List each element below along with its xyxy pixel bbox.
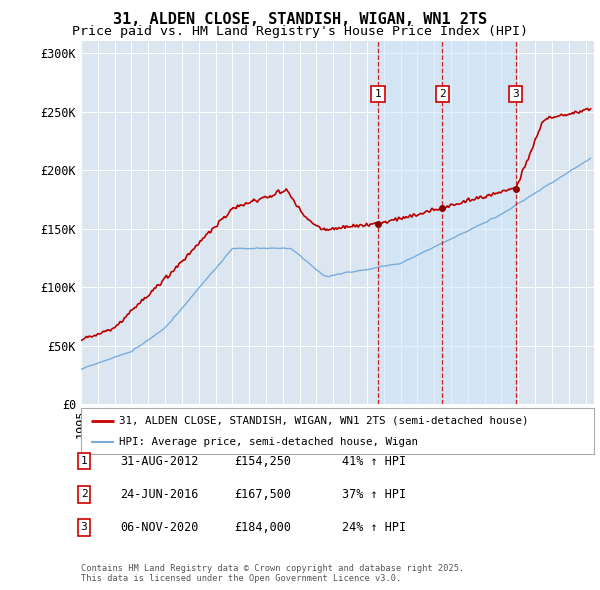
Text: 2: 2 (439, 89, 446, 99)
Text: 31, ALDEN CLOSE, STANDISH, WIGAN, WN1 2TS (semi-detached house): 31, ALDEN CLOSE, STANDISH, WIGAN, WN1 2T… (119, 416, 529, 426)
Text: £154,250: £154,250 (234, 455, 291, 468)
Text: Price paid vs. HM Land Registry's House Price Index (HPI): Price paid vs. HM Land Registry's House … (72, 25, 528, 38)
Text: HPI: Average price, semi-detached house, Wigan: HPI: Average price, semi-detached house,… (119, 437, 418, 447)
Text: 41% ↑ HPI: 41% ↑ HPI (342, 455, 406, 468)
Text: 1: 1 (80, 457, 88, 466)
Text: 06-NOV-2020: 06-NOV-2020 (120, 521, 199, 534)
Text: £167,500: £167,500 (234, 488, 291, 501)
Text: £184,000: £184,000 (234, 521, 291, 534)
Text: 1: 1 (375, 89, 382, 99)
Text: 2: 2 (80, 490, 88, 499)
Text: 31-AUG-2012: 31-AUG-2012 (120, 455, 199, 468)
Text: 24-JUN-2016: 24-JUN-2016 (120, 488, 199, 501)
Text: 3: 3 (512, 89, 519, 99)
Text: 37% ↑ HPI: 37% ↑ HPI (342, 488, 406, 501)
Text: 24% ↑ HPI: 24% ↑ HPI (342, 521, 406, 534)
Text: Contains HM Land Registry data © Crown copyright and database right 2025.
This d: Contains HM Land Registry data © Crown c… (81, 563, 464, 583)
Bar (378, 41, 516, 404)
Text: 31, ALDEN CLOSE, STANDISH, WIGAN, WN1 2TS: 31, ALDEN CLOSE, STANDISH, WIGAN, WN1 2T… (113, 12, 487, 27)
Text: 3: 3 (80, 523, 88, 532)
